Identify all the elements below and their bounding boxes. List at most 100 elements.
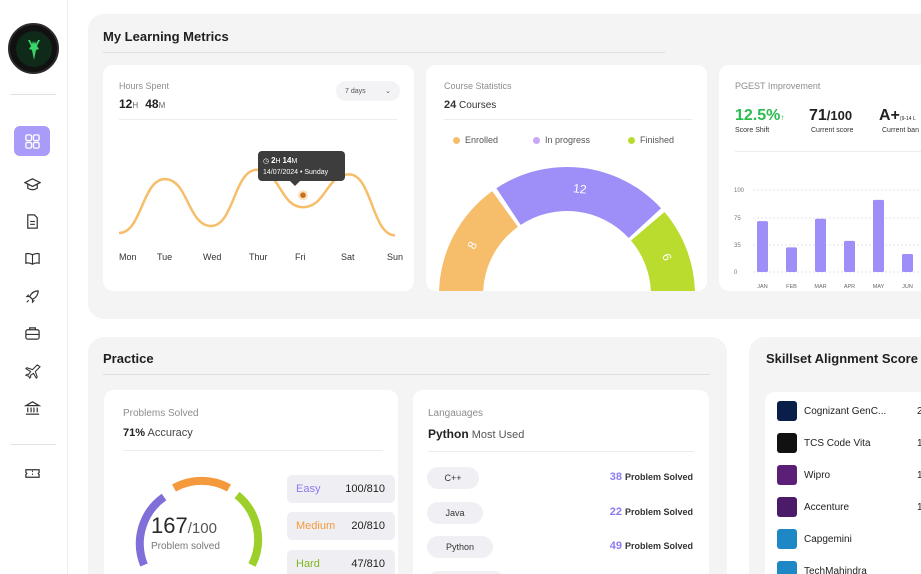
current-band-caption: Current ban [882, 127, 919, 134]
pgest-improvement-card: PGEST Improvement 12.5%↑ Score Shift 71/… [719, 65, 921, 291]
problems-count: 167/100 [151, 513, 217, 539]
sidebar-institution-button[interactable] [14, 393, 50, 423]
skillset-item[interactable]: TechMahindra [777, 561, 921, 574]
range-dropdown[interactable]: 7 days ⌄ [336, 81, 400, 101]
minutes-unit: M [158, 101, 166, 110]
languages-label: Langauages [428, 408, 484, 419]
skillset-item[interactable]: Cognizant GenC... 2 [777, 401, 921, 421]
problems-solved-number: 167 [151, 513, 188, 538]
difficulty-hard[interactable]: Hard 47/810 [287, 550, 395, 574]
medium-label: Medium [296, 520, 336, 532]
problems-ring-chart [135, 476, 263, 567]
hard-label: Hard [296, 558, 320, 570]
pgest-bar[interactable] [757, 221, 768, 272]
language-pill[interactable] [427, 571, 505, 574]
sidebar-courses-button[interactable] [14, 169, 50, 199]
card-divider [444, 119, 692, 120]
pgest-bar[interactable] [815, 218, 826, 272]
donut-slice-finished[interactable] [630, 212, 695, 291]
skillset-item-name: Accenture [804, 501, 850, 513]
accenture-logo-icon [777, 497, 797, 517]
range-dropdown-value: 7 days [345, 87, 366, 95]
sidebar-launch-button[interactable] [14, 281, 50, 311]
course-count: 24 Courses [444, 99, 496, 111]
sidebar-divider [10, 94, 56, 95]
accuracy-value: 71% [123, 427, 146, 439]
month-label: MAY [873, 284, 885, 290]
skillset-item[interactable]: Accenture 1 [777, 497, 921, 517]
tooltip-minutes-unit: M [291, 158, 298, 165]
skillset-item-name: TCS Code Vita [804, 437, 871, 449]
clock-icon: ◷ [263, 158, 270, 165]
skillset-item-score: 1 [917, 501, 921, 513]
skillset-item-score: 2 [917, 405, 921, 417]
current-band-range: (9-14 L [899, 116, 916, 122]
difficulty-easy[interactable]: Easy 100/810 [287, 475, 395, 503]
donut-slice-label: 6 [659, 252, 675, 264]
accuracy: 71% Accuracy [123, 427, 193, 439]
sidebar-documents-button[interactable] [14, 206, 50, 236]
sidebar-tickets-button[interactable] [14, 458, 50, 488]
skillset-item[interactable]: Wipro 1 [777, 465, 921, 485]
donut-slice-enrolled[interactable] [439, 191, 518, 291]
app-logo[interactable] [8, 23, 59, 74]
skillset-item-score: 1 [917, 437, 921, 449]
problems-solved-card: Problems Solved 71% Accuracy 167/100 Pro… [104, 390, 398, 574]
donut-slice-in-progress[interactable] [496, 167, 662, 239]
y-tick-label: 0 [734, 270, 738, 276]
skillset-item-score: 1 [917, 469, 921, 481]
language-pill-cpp[interactable]: C++ [427, 467, 479, 489]
score-shift-caption: Score Shift [735, 127, 770, 134]
difficulty-medium[interactable]: Medium 20/810 [287, 512, 395, 540]
hours-point [300, 192, 306, 198]
minutes-number: 48 [145, 97, 159, 111]
current-band-grade: A+ [879, 107, 900, 124]
month-label: APR [844, 284, 855, 290]
legend-finished: Finished [628, 135, 674, 145]
learning-metrics-title: My Learning Metrics [103, 29, 229, 44]
title-divider [103, 52, 665, 53]
current-score-caption: Current score [811, 127, 854, 134]
skillset-item[interactable]: Capgemini [777, 529, 921, 549]
bank-icon [23, 400, 41, 415]
y-tick-label: 100 [734, 188, 745, 194]
card-divider [119, 119, 397, 120]
sidebar-dashboard-button[interactable] [14, 126, 50, 156]
sidebar-jobs-button[interactable] [14, 318, 50, 348]
hours-tooltip: ◷ 2H 14M 14/07/2024 • Sunday [258, 151, 345, 186]
day-label: Fri [295, 252, 306, 262]
pgest-bar[interactable] [844, 240, 855, 272]
skillset-item[interactable]: TCS Code Vita 1 [777, 433, 921, 453]
course-count-number: 24 [444, 99, 457, 111]
easy-label: Easy [296, 483, 321, 495]
hours-unit: H [132, 101, 139, 110]
sidebar-travel-button[interactable] [14, 356, 50, 386]
language-pill-java[interactable]: Java [427, 502, 483, 524]
score-shift-number: 12.5% [735, 107, 781, 124]
pgest-bar[interactable] [786, 247, 797, 272]
day-label: Wed [203, 252, 222, 262]
legend-finished-label: Finished [640, 135, 675, 145]
most-used-language: Python Most Used [428, 427, 524, 441]
course-statistics-label: Course Statistics [444, 81, 512, 91]
skillset-item-name: TechMahindra [804, 565, 867, 574]
chevron-down-icon: ⌄ [385, 88, 391, 95]
legend-in-progress-label: In progress [545, 135, 591, 145]
java-count: 22 [609, 506, 622, 518]
tooltip-hours-unit: H [275, 158, 281, 165]
skillset-title-text: Skillset Alignment Score [766, 351, 918, 366]
most-used-language-name: Python [428, 427, 469, 441]
ticket-icon [24, 468, 40, 478]
legend-dot [453, 136, 460, 144]
problems-solved-label: Problems Solved [123, 408, 199, 419]
pgest-bar[interactable] [902, 253, 913, 272]
skillset-item-name: Wipro [804, 469, 831, 481]
pgest-bar[interactable] [873, 199, 884, 272]
title-divider [103, 374, 710, 375]
day-label: Sat [341, 252, 355, 262]
y-tick-label: 75 [734, 216, 741, 222]
hours-spent-card: Hours Spent 12H 48M 7 days ⌄ ◷ 2H 14M 14… [103, 65, 414, 291]
language-pill-python[interactable]: Python [427, 536, 493, 558]
sidebar-library-button[interactable] [14, 243, 50, 273]
